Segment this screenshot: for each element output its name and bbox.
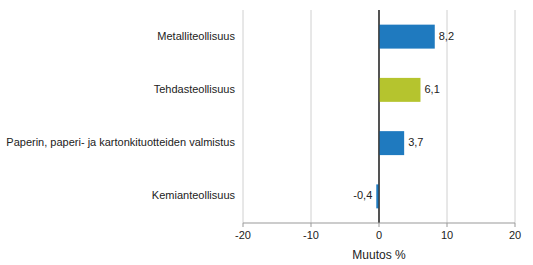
zero-line — [378, 10, 379, 223]
tick-label: 10 — [441, 229, 453, 241]
tick-label: -20 — [235, 229, 251, 241]
data-labels: -0,4 3,7 6,1 8,2 — [353, 30, 454, 202]
tick — [379, 223, 380, 227]
tick — [515, 223, 516, 227]
data-label: 6,1 — [424, 83, 439, 95]
tick — [243, 223, 244, 227]
zero-line — [378, 10, 379, 223]
grid-line — [515, 10, 516, 223]
grid-line — [447, 10, 448, 223]
bar — [379, 78, 420, 102]
data-label: -0,4 — [353, 189, 372, 201]
chart: Kemianteollisuus Paperin, paperi- ja kart… — [0, 0, 533, 265]
tick — [311, 223, 312, 227]
grid-line — [243, 10, 244, 223]
bars — [376, 25, 434, 209]
grid-line — [311, 10, 312, 223]
category-label: Paperin, paperi- ja kartonkituotteiden v… — [6, 136, 235, 148]
data-label: 8,2 — [439, 30, 454, 42]
bar — [379, 131, 404, 155]
bar — [379, 25, 435, 49]
category-label: Kemianteollisuus — [152, 189, 236, 201]
x-axis-label: Muutos % — [352, 248, 406, 262]
category-label: Metalliteollisuus — [157, 30, 235, 42]
data-label: 3,7 — [408, 136, 423, 148]
category-label: Tehdasteollisuus — [154, 83, 236, 95]
tick-label: 20 — [509, 229, 521, 241]
tick-label: -10 — [303, 229, 319, 241]
tick — [447, 223, 448, 227]
tick-label: 0 — [376, 229, 382, 241]
x-axis: -20 -10 0 10 20 — [235, 223, 521, 241]
grid — [243, 10, 515, 223]
